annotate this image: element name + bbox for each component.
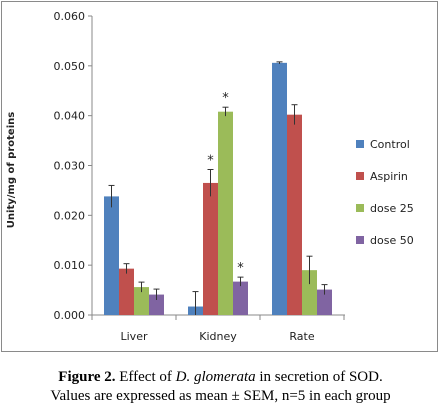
bar	[218, 111, 233, 316]
bar	[302, 270, 317, 315]
legend-label: Aspirin	[370, 170, 408, 183]
legend-label: dose 50	[370, 234, 414, 247]
significance-marker: *	[207, 153, 214, 168]
legend-swatch	[356, 172, 364, 180]
bar	[134, 287, 149, 315]
figure-label: Figure 2.	[58, 369, 116, 385]
bar	[104, 196, 119, 315]
caption-text-after: in secretion of SOD.	[255, 369, 383, 385]
legend: Control Aspirin dose 25 dose 50	[356, 138, 414, 247]
bar	[287, 114, 302, 315]
legend-label: dose 25	[370, 202, 414, 215]
y-tick-label: 0.000	[54, 309, 86, 322]
bar	[119, 268, 134, 315]
bar	[233, 281, 248, 315]
y-tick-label: 0.040	[54, 110, 86, 123]
y-tick-label: 0.020	[54, 209, 86, 222]
bar	[203, 182, 218, 315]
significance-marker: *	[237, 261, 244, 276]
y-tick-label: 0.050	[54, 60, 86, 73]
legend-swatch	[356, 204, 364, 212]
caption-line-2: Values are expressed as mean ± SEM, n=5 …	[50, 388, 391, 404]
legend-label: Control	[370, 138, 410, 151]
bar	[149, 294, 164, 315]
figure-caption: Figure 2. Effect of D. glomerata in secr…	[0, 368, 441, 406]
x-ticks: Liver Kidney Rate	[91, 315, 345, 343]
caption-species: D. glomerata	[175, 369, 256, 385]
x-tick-label: Kidney	[199, 330, 237, 343]
x-tick-label: Liver	[121, 330, 148, 343]
bar-chart: 0.000 0.010 0.020 0.030 0.040 0.050 0.060 Live…	[6, 10, 414, 343]
legend-swatch	[356, 140, 364, 148]
x-tick-label: Rate	[289, 330, 314, 343]
y-tick-label: 0.030	[54, 160, 86, 173]
y-ticks: 0.000 0.010 0.020 0.030 0.040 0.050 0.060	[54, 10, 92, 322]
caption-line-1: Figure 2. Effect of D. glomerata in secr…	[0, 368, 441, 387]
bar	[317, 289, 332, 315]
y-axis-label: Unity/mg of proteins	[6, 112, 17, 228]
caption-text-before: Effect of	[115, 369, 176, 385]
legend-swatch	[356, 236, 364, 244]
y-tick-label: 0.060	[54, 10, 86, 23]
y-tick-label: 0.010	[54, 259, 86, 272]
bar	[272, 62, 287, 315]
significance-marker: *	[222, 91, 229, 106]
bars: * * *	[104, 61, 332, 316]
